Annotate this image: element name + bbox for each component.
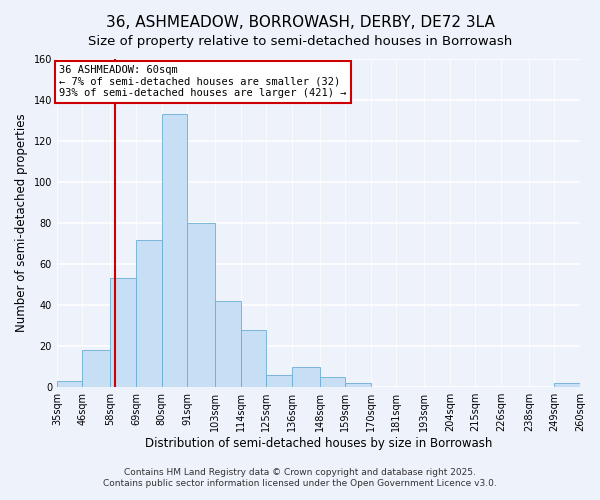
X-axis label: Distribution of semi-detached houses by size in Borrowash: Distribution of semi-detached houses by … <box>145 437 492 450</box>
Bar <box>161 114 187 387</box>
Text: Contains HM Land Registry data © Crown copyright and database right 2025.
Contai: Contains HM Land Registry data © Crown c… <box>103 468 497 487</box>
Bar <box>215 301 241 387</box>
Text: 36, ASHMEADOW, BORROWASH, DERBY, DE72 3LA: 36, ASHMEADOW, BORROWASH, DERBY, DE72 3L… <box>106 15 494 30</box>
Bar <box>241 330 266 387</box>
Bar <box>266 375 292 387</box>
Bar <box>554 383 580 387</box>
Bar <box>292 366 320 387</box>
Text: Size of property relative to semi-detached houses in Borrowash: Size of property relative to semi-detach… <box>88 35 512 48</box>
Bar <box>57 381 82 387</box>
Bar <box>320 377 345 387</box>
Text: 36 ASHMEADOW: 60sqm
← 7% of semi-detached houses are smaller (32)
93% of semi-de: 36 ASHMEADOW: 60sqm ← 7% of semi-detache… <box>59 65 347 98</box>
Bar <box>345 383 371 387</box>
Bar <box>136 240 161 387</box>
Bar <box>82 350 110 387</box>
Bar <box>187 223 215 387</box>
Bar <box>110 278 136 387</box>
Y-axis label: Number of semi-detached properties: Number of semi-detached properties <box>15 114 28 332</box>
